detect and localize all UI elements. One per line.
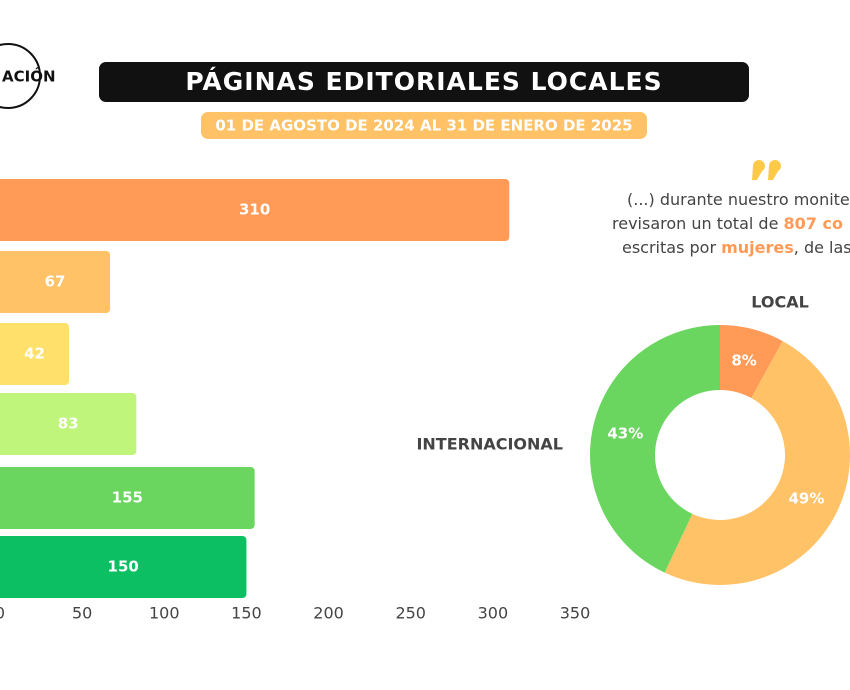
x-tick-label: 250 xyxy=(395,604,426,623)
quote-text: escritas por xyxy=(622,238,721,257)
plots: 0 50 100 150 200 250 300 350 310 67 42 83 155 150 8% 49… xyxy=(0,179,850,623)
bar-value-label: 83 xyxy=(58,415,79,433)
x-tick-label: 100 xyxy=(149,604,180,623)
subtitle-box xyxy=(201,112,647,139)
bar xyxy=(0,393,137,455)
bar xyxy=(0,536,247,598)
quote-text: revisaron un total de xyxy=(612,214,784,233)
donut-slice xyxy=(720,325,783,399)
bar xyxy=(0,467,255,529)
x-tick-label: 200 xyxy=(313,604,344,623)
title-box xyxy=(99,62,749,102)
quote-highlight: 807 co xyxy=(784,214,843,233)
quote-mark xyxy=(752,160,781,180)
slice-label: 8% xyxy=(731,352,756,370)
quote-line: escritas por mujeres, de las xyxy=(622,238,850,257)
bar-value-label: 67 xyxy=(45,273,66,291)
donut-slice xyxy=(664,341,850,585)
quote-line: revisaron un total de 807 co xyxy=(612,214,843,233)
slice-label: 43% xyxy=(607,424,643,442)
bar-value-label: 155 xyxy=(112,489,143,507)
donut-slice xyxy=(590,325,720,573)
title: PÁGINAS EDITORIALES LOCALES xyxy=(185,67,662,96)
quote: (...) durante nuestro monite revisaron un… xyxy=(612,190,850,257)
donut-annotation: LOCAL xyxy=(751,293,809,312)
slice-label: 49% xyxy=(788,490,824,508)
x-tick-label: 350 xyxy=(560,604,591,623)
bar xyxy=(0,251,111,313)
x-tick-label: 150 xyxy=(231,604,262,623)
quote-highlight: mujeres xyxy=(721,238,794,257)
x-tick-label: 300 xyxy=(478,604,509,623)
bar-value-label: 42 xyxy=(24,345,45,363)
bar-value-label: 310 xyxy=(239,201,270,219)
quote-text: (...) durante nuestro monite xyxy=(627,190,850,209)
subtitle: 01 DE AGOSTO DE 2024 AL 31 DE ENERO DE 2… xyxy=(215,117,632,135)
bar xyxy=(0,179,510,241)
quote-line: (...) durante nuestro monite xyxy=(627,190,850,209)
logo-text: ACIÓN xyxy=(2,67,56,86)
quote-text: , de las xyxy=(794,238,850,257)
donut-annotation: INTERNACIONAL xyxy=(416,435,563,454)
bar xyxy=(0,323,69,385)
x-tick-label: 50 xyxy=(72,604,92,623)
x-tick-label: 0 xyxy=(0,604,5,623)
logo-ring xyxy=(0,43,41,109)
bar-value-label: 150 xyxy=(108,558,139,576)
